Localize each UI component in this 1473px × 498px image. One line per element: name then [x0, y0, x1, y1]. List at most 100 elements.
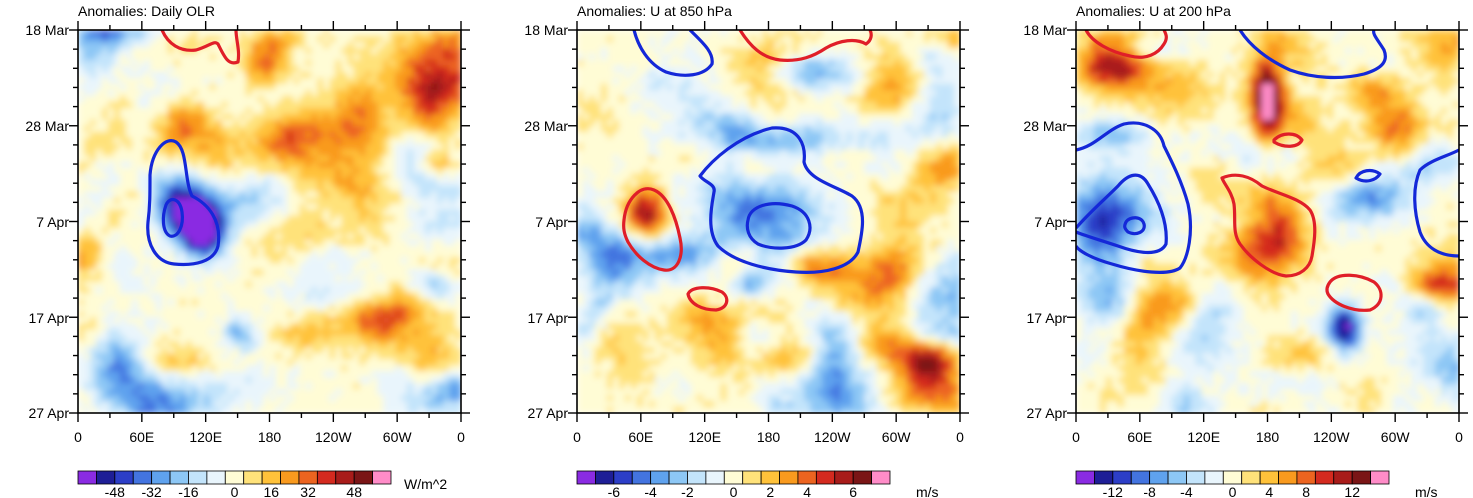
y-tick-label: 18 Mar — [25, 22, 69, 38]
x-tick-labels: 0 60E 120E 180 120W 60W 0 — [573, 429, 964, 445]
colorbar-boxes — [77, 470, 392, 485]
x-tick-label: 0 — [1455, 429, 1463, 445]
y-tick-label: 7 Apr — [535, 214, 568, 230]
axis-ticks — [69, 21, 470, 422]
colorbar-label: 0 — [730, 484, 738, 498]
contour-positive-small — [686, 286, 729, 312]
x-tick-label: 0 — [956, 429, 964, 445]
y-tick-label: 28 Mar — [25, 118, 69, 134]
contour-negative-top — [1238, 30, 1387, 80]
axis-ticks — [1067, 21, 1468, 422]
colorbar-box — [224, 470, 245, 485]
colorbar-units: W/m^2 — [404, 476, 447, 492]
colorbar-box — [316, 470, 337, 485]
colorbar-box — [188, 470, 208, 485]
colorbar-box — [815, 470, 836, 485]
contour-negative-inner-left — [1123, 216, 1146, 236]
colorbar-box — [151, 470, 171, 485]
panel-u200: Anomalies: U at 200 hPa 18 Mar 28 Mar 7 … — [1023, 3, 1468, 498]
colorbar-box — [1112, 470, 1132, 485]
heatmap-field — [577, 30, 960, 413]
y-tick-label: 28 Mar — [524, 118, 568, 134]
contour-negative-top — [632, 30, 714, 77]
contour-positive-center — [1220, 173, 1317, 278]
panel-title: Anomalies: Daily OLR — [78, 3, 215, 19]
colorbar-box — [1370, 470, 1390, 485]
x-tick-label: 0 — [74, 429, 82, 445]
colorbar-box — [1149, 470, 1169, 485]
colorbar-box — [206, 470, 226, 485]
y-tick-label: 28 Mar — [1023, 118, 1067, 134]
colorbar-label: 6 — [849, 484, 857, 498]
colorbar-box — [132, 470, 153, 485]
colorbar-box — [261, 470, 281, 485]
contour-positive-small-a — [1325, 273, 1383, 312]
contour-lines — [146, 30, 241, 267]
contour-positive-small-b — [1272, 132, 1304, 148]
colorbar-box — [280, 470, 300, 485]
colorbar-box — [1186, 470, 1206, 485]
contour-negative-mid-left — [1076, 173, 1168, 255]
x-tick-labels: 0 60E 120E 180 120W 60W 0 — [74, 429, 465, 445]
colorbar-box — [1351, 470, 1371, 485]
colorbar-box — [169, 470, 189, 485]
colorbar-units: m/s — [916, 484, 939, 498]
y-tick-labels: 18 Mar 28 Mar 7 Apr 17 Apr 27 Apr — [524, 22, 568, 421]
axis-ticks — [568, 21, 969, 422]
colorbar-label: 12 — [1344, 484, 1360, 498]
contour-positive — [160, 30, 241, 65]
colorbar-label: -48 — [105, 484, 125, 498]
colorbar-box — [871, 470, 891, 485]
y-tick-label: 7 Apr — [36, 214, 69, 230]
colorbar-box — [353, 470, 373, 485]
panel-title: Anomalies: U at 200 hPa — [1076, 3, 1231, 19]
contour-positive-top — [738, 30, 873, 62]
colorbar-box — [1075, 470, 1095, 485]
colorbar-box — [852, 470, 872, 485]
y-tick-label: 17 Apr — [1027, 310, 1068, 326]
contour-negative-inner — [745, 202, 812, 250]
x-tick-label: 0 — [1072, 429, 1080, 445]
colorbar-box — [687, 470, 707, 485]
y-tick-label: 27 Apr — [528, 405, 569, 421]
colorbar-label: 48 — [346, 484, 362, 498]
colorbar-label: 8 — [1302, 484, 1310, 498]
colorbar-box — [1167, 470, 1187, 485]
contour-lines — [1076, 30, 1459, 312]
x-tick-label: 120E — [1187, 429, 1220, 445]
colorbar-box — [1296, 470, 1316, 485]
colorbar-box — [834, 470, 854, 485]
colorbar-boxes — [576, 470, 891, 485]
colorbar-box — [576, 470, 596, 485]
colorbar-label: -16 — [178, 484, 198, 498]
contour-negative-small-right — [1354, 168, 1382, 183]
colorbar-label: -8 — [1143, 484, 1156, 498]
colorbar-label: -32 — [141, 484, 161, 498]
panel-title: Anomalies: U at 850 hPa — [577, 3, 732, 19]
colorbar-label: 16 — [264, 484, 280, 498]
x-tick-label: 120E — [688, 429, 721, 445]
colorbar-box — [1314, 470, 1335, 485]
colorbar-box — [1333, 470, 1353, 485]
x-tick-label: 120W — [814, 429, 851, 445]
contour-negative-outer — [698, 126, 865, 274]
colorbar-label: 4 — [803, 484, 811, 498]
contour-negative-inner — [161, 197, 184, 238]
colorbar-box — [1222, 470, 1243, 485]
x-tick-label: 120W — [1313, 429, 1350, 445]
heatmap-field — [1076, 30, 1459, 413]
colorbar-label: 0 — [231, 484, 239, 498]
colorbar-box — [742, 470, 762, 485]
x-tick-label: 180 — [258, 429, 282, 445]
y-tick-label: 17 Apr — [29, 310, 70, 326]
y-tick-labels: 18 Mar 28 Mar 7 Apr 17 Apr 27 Apr — [1023, 22, 1067, 421]
panel-olr: Anomalies: Daily OLR 18 Mar 28 Mar 7 Apr… — [25, 3, 470, 498]
colorbar-box — [631, 470, 652, 485]
x-tick-label: 0 — [457, 429, 465, 445]
x-tick-label: 60E — [129, 429, 154, 445]
colorbar-box — [1130, 470, 1151, 485]
x-tick-label: 60W — [1381, 429, 1411, 445]
y-tick-label: 18 Mar — [524, 22, 568, 38]
colorbar-box — [96, 470, 116, 485]
colorbar-box — [668, 470, 688, 485]
